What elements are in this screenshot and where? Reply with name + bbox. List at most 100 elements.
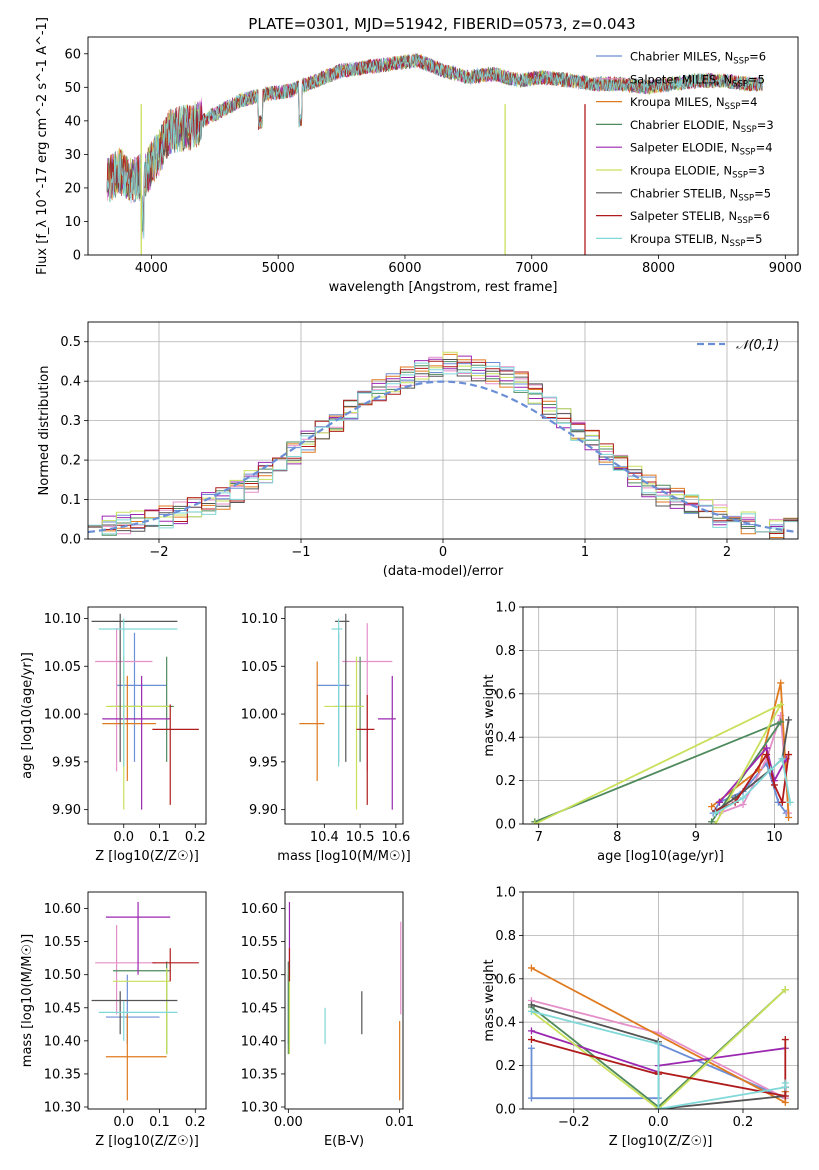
- x-tick-label: 2: [723, 545, 731, 560]
- y-tick-label: 0.8: [495, 929, 516, 944]
- y-tick-label: 1.0: [495, 886, 516, 901]
- y-tick-label: 0.8: [495, 644, 516, 659]
- weight-line: [534, 702, 783, 824]
- y-tick-label: 10.55: [44, 935, 81, 950]
- weight-marker: [527, 1001, 535, 1009]
- y-tick-label: 0.3: [60, 414, 81, 429]
- y-tick-label: 20: [64, 181, 81, 196]
- x-tick-label: 0.0: [113, 830, 134, 845]
- y-tick-label: 50: [64, 81, 81, 96]
- x-axis-label: Z [log10(Z/Z☉)]: [95, 1134, 199, 1149]
- x-tick-label: 0.0: [113, 1115, 134, 1130]
- x-axis-label: (data-model)/error: [383, 564, 504, 579]
- y-tick-label: 10: [64, 215, 81, 230]
- y-axis-label: mass weight: [482, 674, 497, 756]
- mass_vs_Z-points: [91, 901, 199, 1101]
- axes-frame: [522, 891, 799, 1110]
- weight_vs_age-lines: [531, 679, 794, 824]
- weight-marker: [708, 803, 716, 811]
- x-tick-label: 7000: [515, 261, 548, 276]
- y-tick-label: 10.55: [241, 935, 278, 950]
- x-tick-label: 10: [766, 830, 783, 845]
- y-axis-label: mass weight: [482, 959, 497, 1041]
- y-axis-label: age [log10(age/yr)]: [20, 652, 35, 779]
- y-tick-label: 0: [73, 249, 81, 264]
- mass_vs_EBV-points: [287, 901, 402, 1101]
- y-tick-label: 0.0: [495, 818, 516, 833]
- spectrum-lines: [106, 53, 763, 255]
- y-tick-label: 40: [64, 114, 81, 129]
- x-tick-label: 10.4: [310, 830, 339, 845]
- weight-marker: [781, 1092, 789, 1100]
- y-tick-label: 0.2: [60, 454, 81, 469]
- y-tick-label: 10.60: [44, 902, 81, 917]
- weight_vs_Z-lines: [527, 964, 789, 1109]
- weight-marker: [763, 744, 771, 752]
- y-tick-label: 10.35: [44, 1067, 81, 1082]
- legend-label: Kroupa STELIB, NSSP=5: [630, 232, 762, 249]
- y-tick-label: 10.60: [241, 902, 278, 917]
- x-tick-label: 0.1: [149, 830, 170, 845]
- plot-layer: 4000 5000 6000 7000 8000 90000102030405060wav…: [20, 17, 802, 1149]
- x-tick-label: −2: [149, 545, 168, 560]
- x-tick-label: 8000: [642, 261, 675, 276]
- y-tick-label: 9.95: [249, 755, 278, 770]
- x-tick-label: 5000: [262, 261, 295, 276]
- y-tick-label: 10.40: [241, 1034, 278, 1049]
- weight-marker: [785, 751, 793, 759]
- spectrum-axes: 4000 5000 6000 7000 8000 9000 0 10 20 30 40 50 60 wav…: [35, 17, 802, 295]
- y-tick-label: 10.10: [241, 612, 278, 627]
- y-tick-label: 10.05: [44, 660, 81, 675]
- y-tick-label: 0.0: [60, 533, 81, 548]
- y-tick-label: 0.4: [495, 1016, 516, 1031]
- y-tick-label: 10.45: [241, 1001, 278, 1016]
- weight-line: [531, 1038, 787, 1098]
- weight-marker: [527, 1094, 535, 1102]
- axes-frame: [87, 606, 207, 825]
- weight-marker: [777, 701, 785, 709]
- weight-marker: [770, 781, 778, 789]
- x-tick-label: 0.0: [648, 1115, 669, 1130]
- x-tick-label: 6000: [388, 261, 421, 276]
- y-tick-label: 10.50: [44, 968, 81, 983]
- age_vs_mass-points: [299, 613, 396, 810]
- y-tick-label: 10.00: [44, 708, 81, 723]
- y-tick-label: 0.0: [495, 1103, 516, 1118]
- histograms: [88, 351, 798, 539]
- y-tick-label: 9.90: [52, 803, 81, 818]
- x-tick-label: 0.01: [385, 1115, 414, 1130]
- y-tick-label: 30: [64, 148, 81, 163]
- weight-marker: [763, 751, 771, 759]
- x-tick-label: 9000: [769, 261, 802, 276]
- y-tick-label: 0.5: [60, 335, 81, 350]
- x-tick-label: 1: [581, 545, 589, 560]
- x-axis-label: Z [log10(Z/Z☉)]: [95, 849, 199, 864]
- y-tick-label: 0.4: [60, 375, 81, 390]
- x-tick-label: 0.00: [274, 1115, 303, 1130]
- y-tick-label: 10.10: [44, 612, 81, 627]
- y-tick-label: 10.30: [241, 1101, 278, 1116]
- weight-marker: [527, 1044, 535, 1052]
- x-tick-label: 0.2: [185, 1115, 206, 1130]
- weight-marker: [785, 813, 793, 821]
- x-tick-label: 7: [535, 830, 543, 845]
- mass_vs_EBV-axes: 0.00 0.01 10.30 10.35 10.40 10.45 10.50 10.55 10…: [241, 902, 414, 1149]
- weight-marker: [778, 755, 786, 763]
- age_vs_mass-axes: 10.4 10.5 10.6 9.90 9.95 10.00 10.05 10.10 mass …: [241, 612, 411, 864]
- x-axis-label: age [log10(age/yr)]: [597, 849, 724, 864]
- weight-marker: [527, 1007, 535, 1015]
- axes-frame: [87, 321, 799, 540]
- gaussian-legend-label: 𝒩(0,1): [736, 338, 779, 353]
- y-axis-label: Normed distribution: [37, 366, 52, 496]
- y-tick-label: 10.30: [44, 1101, 81, 1116]
- y-tick-label: 9.90: [249, 803, 278, 818]
- spectrum-line: [106, 54, 763, 239]
- y-tick-label: 1.0: [495, 601, 516, 616]
- legend-label: Salpeter ELODIE, NSSP=4: [630, 141, 773, 158]
- weight-line: [712, 761, 787, 814]
- mass_vs_Z-axes: 0.0 0.1 0.2 10.30 10.35 10.40 10.45 10.50 10.55 1…: [20, 902, 206, 1149]
- x-tick-label: 0: [439, 545, 447, 560]
- figure-title: PLATE=0301, MJD=51942, FIBERID=0573, z=0…: [248, 15, 635, 33]
- weight-marker: [531, 820, 539, 824]
- y-tick-label: 10.00: [241, 708, 278, 723]
